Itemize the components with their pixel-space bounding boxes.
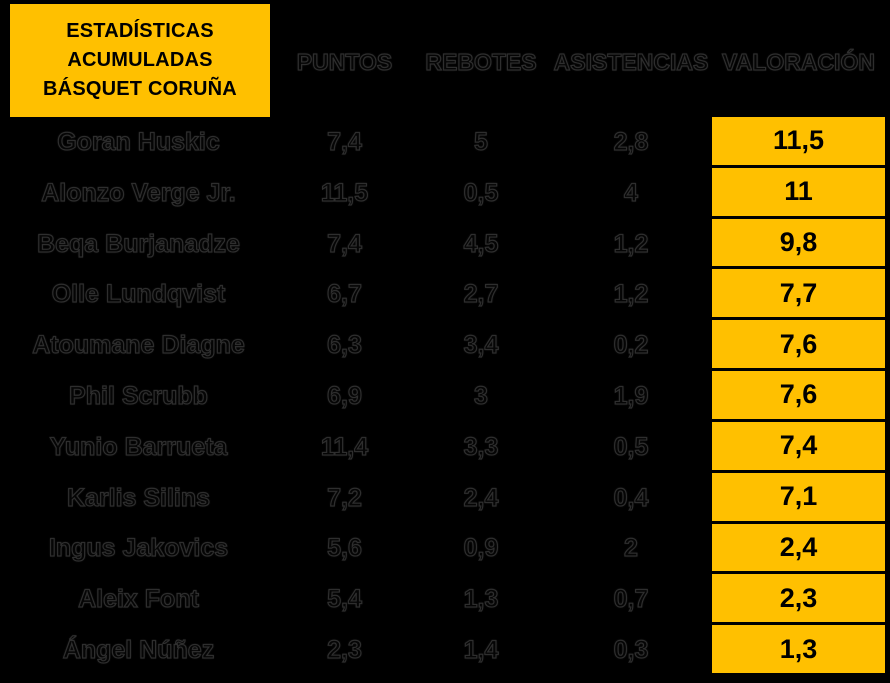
stat-puntos: 7,2 — [327, 483, 363, 512]
stat-asistencias: 1,9 — [613, 381, 649, 410]
stat-valoracion: 2,3 — [712, 574, 885, 626]
stat-valoracion: 11 — [712, 167, 885, 219]
stat-asistencias: 2,8 — [613, 127, 649, 156]
title-line-3: BÁSQUET CORUÑA — [43, 78, 237, 100]
stat-rebotes: 3,3 — [463, 432, 499, 461]
stat-asistencias: 1,2 — [613, 229, 649, 258]
stat-puntos: 7,4 — [327, 229, 363, 258]
player-name: Ingus Jakovics — [48, 534, 229, 563]
stat-valoracion: 11,5 — [712, 117, 885, 168]
stat-rebotes: 4,5 — [463, 229, 499, 258]
stat-rebotes: 1,3 — [463, 585, 499, 614]
stat-rebotes: 3,4 — [463, 331, 499, 360]
stat-asistencias: 0,5 — [613, 432, 649, 461]
stat-asistencias: 0,3 — [613, 635, 649, 665]
stat-valoracion: 1,3 — [712, 625, 885, 676]
stat-puntos: 2,3 — [327, 635, 363, 665]
player-name: Aleix Font — [77, 585, 199, 614]
stat-puntos: 6,3 — [327, 331, 363, 360]
stat-valoracion: 7,6 — [712, 320, 885, 372]
stat-rebotes: 1,4 — [463, 635, 499, 665]
player-name: Alonzo Verge Jr. — [41, 178, 237, 207]
stats-table: Goran Huskic 7,4 5 2,8 11,5 Alonzo Verge… — [0, 117, 890, 676]
column-header-puntos: PUNTOS — [296, 48, 393, 75]
title-line-2: ACUMULADAS — [67, 49, 213, 71]
stat-rebotes: 2,4 — [463, 483, 499, 512]
title-box: ESTADÍSTICAS ACUMULADAS BÁSQUET CORUÑA — [10, 4, 270, 117]
stat-asistencias: 1,2 — [613, 280, 649, 309]
stat-asistencias: 4 — [623, 178, 638, 207]
stat-valoracion: 7,7 — [712, 269, 885, 321]
stat-valoracion: 7,6 — [712, 371, 885, 422]
title-line-1: ESTADÍSTICAS — [66, 20, 214, 42]
stat-puntos: 11,5 — [320, 178, 369, 207]
stat-rebotes: 5 — [473, 127, 488, 156]
stat-valoracion: 2,4 — [712, 523, 885, 575]
player-name: Atoumane Diagne — [32, 331, 246, 360]
column-header-asistencias: ASISTENCIAS — [553, 48, 709, 75]
column-header-rebotes: REBOTES — [425, 48, 537, 75]
stat-puntos: 5,4 — [327, 585, 363, 614]
stat-puntos: 7,4 — [327, 127, 363, 156]
player-name: Yunio Barrueta — [49, 432, 228, 461]
player-name: Olle Lundqvist — [51, 280, 226, 309]
stat-valoracion: 7,1 — [712, 472, 885, 524]
stat-rebotes: 3 — [473, 381, 488, 410]
player-name: Ángel Núñez — [62, 635, 215, 665]
column-header-row: PUNTOS REBOTES ASISTENCIAS VALORACIÓN — [0, 40, 890, 85]
player-name: Beqa Burjanadze — [36, 229, 240, 258]
player-name: Phil Scrubb — [68, 381, 208, 410]
player-name: Goran Huskic — [57, 127, 221, 156]
stat-rebotes: 0,5 — [463, 178, 499, 207]
player-name: Karlis Silins — [66, 483, 211, 512]
stat-valoracion: 9,8 — [712, 218, 885, 270]
stat-asistencias: 0,7 — [613, 585, 649, 614]
stat-puntos: 6,7 — [327, 280, 363, 309]
stat-asistencias: 2 — [623, 534, 638, 563]
stat-asistencias: 0,2 — [613, 331, 649, 360]
stat-puntos: 11,4 — [320, 432, 369, 461]
stat-puntos: 6,9 — [327, 381, 363, 410]
stat-valoracion: 7,4 — [712, 421, 885, 473]
stat-rebotes: 0,9 — [463, 534, 499, 563]
stat-puntos: 5,6 — [327, 534, 363, 563]
stat-rebotes: 2,7 — [463, 280, 499, 309]
column-header-valoracion: VALORACIÓN — [721, 48, 875, 75]
stat-asistencias: 0,4 — [613, 483, 649, 512]
